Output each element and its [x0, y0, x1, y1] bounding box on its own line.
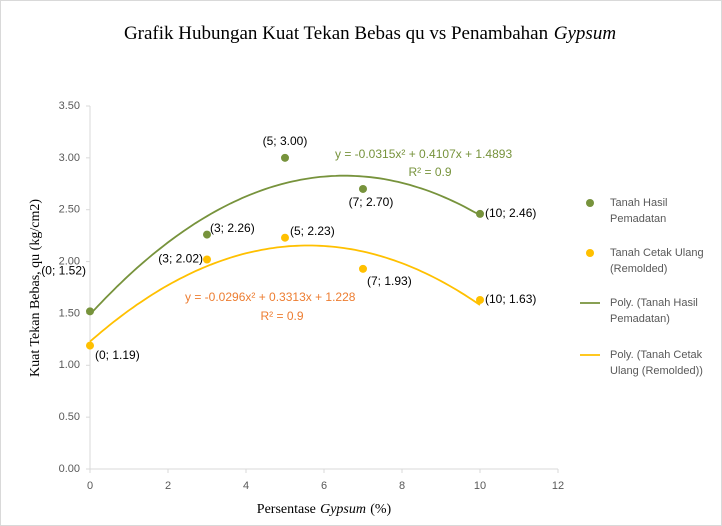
- data-label: (3; 2.02): [158, 252, 203, 266]
- legend-label: Poly. (Tanah Hasil Pemadatan): [610, 297, 698, 325]
- data-point: [359, 184, 367, 193]
- data-point: [476, 209, 484, 218]
- y-tick-label: 2.00: [59, 255, 80, 267]
- data-point: [359, 264, 367, 273]
- data-label: (5; 3.00): [263, 134, 308, 148]
- x-tick-label: 0: [87, 480, 93, 492]
- legend-label: Tanah Cetak Ulang (Remolded): [610, 247, 704, 275]
- y-tick-label: 0.00: [59, 463, 80, 475]
- x-tick-label: 10: [474, 480, 486, 492]
- x-axis-label-part: (%): [370, 502, 391, 517]
- trendline: [89, 244, 481, 343]
- y-tick-label: 1.50: [59, 307, 80, 319]
- data-label: (3; 2.26): [210, 221, 255, 235]
- data-label: (0; 1.52): [41, 264, 86, 278]
- trendline: [89, 174, 481, 316]
- trendline-r2: R² = 0.9: [408, 165, 451, 179]
- x-tick-label: 4: [243, 480, 249, 492]
- chart-title: Grafik Hubungan Kuat Tekan Bebas qu vs P…: [124, 23, 616, 44]
- y-tick-label: 2.50: [59, 204, 80, 216]
- y-tick-label: 0.50: [59, 411, 80, 423]
- trendline-equation: y = -0.0315x² + 0.4107x + 1.4893: [335, 147, 512, 161]
- y-tick-label: 1.00: [59, 359, 80, 371]
- data-label: (7; 2.70): [349, 195, 394, 209]
- data-point: [203, 255, 211, 264]
- x-axis-label: Persentase Gypsum (%): [257, 502, 392, 517]
- x-tick-label: 2: [165, 480, 171, 492]
- data-label: (0; 1.19): [95, 348, 140, 362]
- data-label: (10; 1.63): [485, 292, 536, 306]
- x-tick-label: 8: [399, 480, 405, 492]
- legend-marker: [586, 249, 594, 257]
- data-label: (10; 2.46): [485, 206, 536, 220]
- data-label: (7; 1.93): [367, 274, 412, 288]
- y-tick-label: 3.50: [59, 100, 80, 112]
- data-label: (5; 2.23): [290, 224, 335, 238]
- chart-title-part: Gypsum: [554, 23, 616, 44]
- x-axis-label-part: Persentase: [257, 502, 316, 517]
- data-point: [86, 341, 94, 350]
- trendline-equation: y = -0.0296x² + 0.3313x + 1.228: [185, 290, 356, 304]
- data-point: [281, 153, 289, 162]
- data-point: [203, 230, 211, 239]
- y-tick-label: 3.00: [59, 152, 80, 164]
- trendline-r2: R² = 0.9: [260, 309, 303, 323]
- x-tick-label: 12: [552, 480, 564, 492]
- legend-label: Poly. (Tanah Cetak Ulang (Remolded)): [610, 349, 703, 377]
- data-point: [476, 295, 484, 304]
- y-axis-label: Kuat Tekan Bebas, qu (kg/cm2): [28, 199, 43, 377]
- x-tick-label: 6: [321, 480, 327, 492]
- legend-marker: [586, 199, 594, 207]
- legend-label: Tanah Hasil Pemadatan: [610, 197, 668, 225]
- chart-title-part: Grafik Hubungan Kuat Tekan Bebas qu vs P…: [124, 23, 549, 44]
- data-point: [86, 307, 94, 316]
- x-axis-label-part: Gypsum: [320, 502, 366, 517]
- data-point: [281, 233, 289, 242]
